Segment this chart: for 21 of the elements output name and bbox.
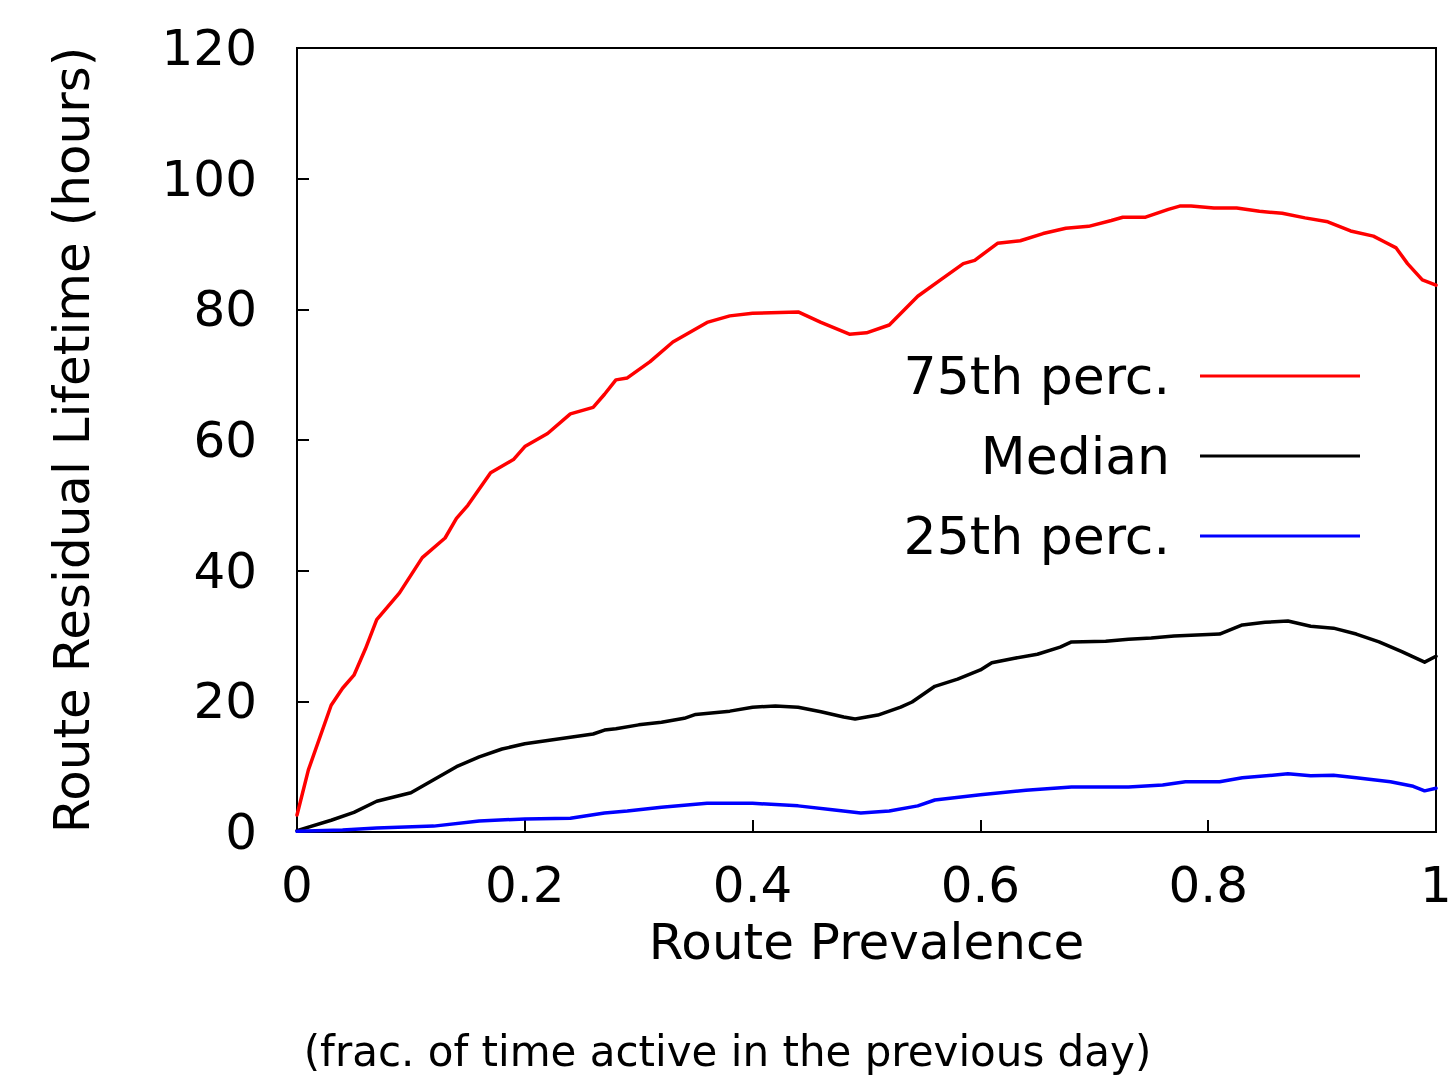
text: (frac. of time active in the previous day) [303,1026,1152,1076]
y-tick-label: 60 [193,411,257,469]
y-tick-label: 100 [161,149,257,208]
legend-label: Median [980,426,1170,486]
x-tick-label: 0.8 [1168,856,1248,914]
line-series [295,204,1438,817]
y-axis-title: Route Residual Lifetime (hours) [43,46,101,834]
line-series [295,772,1438,834]
y-tick-label: 20 [193,672,257,731]
y-tick-label: 0 [225,803,257,861]
x-tick-label: 1 [1420,856,1452,914]
y-tick-label: 80 [193,280,257,339]
x-tick-label: 0.2 [485,856,565,914]
legend-label: 75th perc. [903,346,1170,406]
legend-label: 25th perc. [903,506,1170,566]
y-tick-label: 120 [161,19,257,77]
x-axis-title: Route Prevalence [648,913,1085,971]
y-tick-label: 40 [193,541,257,600]
x-tick-label: 0.6 [940,856,1021,914]
x-tick-label: 0.4 [712,856,793,914]
x-tick-label: 0 [281,856,313,914]
